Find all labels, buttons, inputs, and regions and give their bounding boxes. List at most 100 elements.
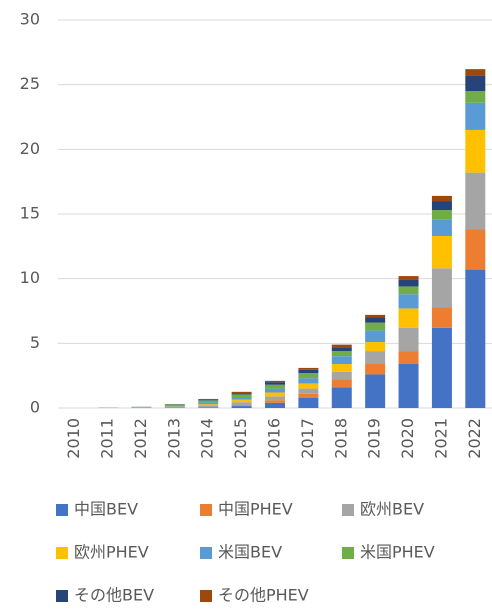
x-tick-label: 2014 [198, 418, 217, 459]
bar-segment [198, 400, 218, 402]
legend-swatch [342, 504, 354, 516]
bar-segment [232, 402, 252, 405]
legend-label: 欧州BEV [360, 500, 424, 519]
bar-segment [298, 373, 318, 378]
bar-segment [232, 405, 252, 406]
bar-segment [332, 364, 352, 372]
bar-segment [298, 398, 318, 408]
bar-segment [265, 403, 285, 408]
y-tick-label: 30 [20, 10, 40, 29]
legend-swatch [342, 547, 354, 559]
bar-segment [298, 389, 318, 394]
bar-segment [432, 236, 452, 268]
legend-label: 欧州PHEV [74, 543, 149, 562]
bar-segment [265, 385, 285, 389]
bar-segment [465, 69, 485, 75]
bar-segment [332, 387, 352, 408]
bar-segment [332, 380, 352, 388]
bar-segment [365, 323, 385, 331]
bar-segment [165, 406, 185, 407]
legend-label: 米国BEV [218, 543, 282, 562]
bar-segment [198, 399, 218, 400]
legend-swatch [56, 547, 68, 559]
bar-segment [332, 345, 352, 348]
x-tick-label: 2018 [331, 418, 350, 459]
bar-segment [265, 389, 285, 393]
bar-segment [465, 91, 485, 103]
legend-label: その他PHEV [218, 586, 309, 605]
y-tick-label: 20 [20, 139, 40, 158]
x-tick-label: 2012 [131, 418, 150, 459]
bar-segment [298, 370, 318, 373]
bar-segment [298, 368, 318, 370]
y-tick-label: 0 [30, 398, 40, 417]
bar-segment [432, 219, 452, 236]
bar-segment [232, 397, 252, 400]
bar-segment [365, 315, 385, 318]
bar-segment [265, 400, 285, 403]
x-tick-label: 2013 [164, 418, 183, 459]
bar-segment [432, 307, 452, 328]
bar-segment [265, 382, 285, 385]
bar-segment [365, 330, 385, 342]
legend-label: 中国PHEV [218, 500, 293, 519]
y-tick-label: 15 [20, 204, 40, 223]
bar-segment [198, 402, 218, 404]
bar-segment [399, 280, 419, 286]
bar-segment [465, 230, 485, 270]
bar-segment [432, 328, 452, 408]
bar-segment [465, 103, 485, 130]
bar-segment [365, 317, 385, 322]
bar-segment [465, 173, 485, 230]
bar-segment [332, 356, 352, 364]
bar-segment [232, 394, 252, 397]
bar-segment [399, 294, 419, 308]
x-tick-label: 2019 [365, 418, 384, 459]
x-tick-label: 2010 [64, 418, 83, 459]
x-tick-label: 2020 [398, 418, 417, 459]
bar-segment [298, 378, 318, 383]
x-tick-label: 2011 [98, 418, 117, 459]
legend-label: 米国PHEV [360, 543, 435, 562]
bar-segment [399, 286, 419, 294]
x-tick-label: 2017 [298, 418, 317, 459]
bar-segment [399, 351, 419, 364]
x-tick-label: 2021 [431, 418, 450, 459]
bar-segment [265, 392, 285, 396]
bar-segment [232, 393, 252, 394]
y-tick-label: 25 [20, 74, 40, 93]
legend-label: その他BEV [74, 586, 154, 605]
bar-segment [399, 308, 419, 327]
legend-swatch [200, 504, 212, 516]
bar-segment [198, 407, 218, 408]
legend-label: 中国BEV [74, 500, 138, 519]
bar-segment [265, 381, 285, 382]
bar-segment [432, 210, 452, 219]
bar-segment [298, 383, 318, 388]
legend-swatch [56, 504, 68, 516]
bar-segment [365, 351, 385, 364]
bar-segment [332, 372, 352, 380]
bar-segment [365, 342, 385, 351]
bar-segment [265, 396, 285, 400]
bar-segment [365, 374, 385, 408]
bar-segment [432, 196, 452, 201]
bar-segment [432, 268, 452, 307]
bar-segment [198, 404, 218, 405]
legend-swatch [56, 590, 68, 602]
bar-segment [399, 364, 419, 408]
x-tick-label: 2022 [465, 418, 484, 459]
x-tick-label: 2016 [265, 418, 284, 459]
bar-segment [198, 406, 218, 408]
bar-segment [165, 405, 185, 406]
bar-segment [232, 400, 252, 403]
bar-segment [465, 76, 485, 92]
bar-segment [399, 328, 419, 351]
bar-segment [432, 201, 452, 210]
bar-segment [165, 407, 185, 408]
bar-segment [298, 394, 318, 398]
y-tick-label: 5 [30, 333, 40, 352]
legend-swatch [200, 590, 212, 602]
bar-segment [232, 392, 252, 393]
